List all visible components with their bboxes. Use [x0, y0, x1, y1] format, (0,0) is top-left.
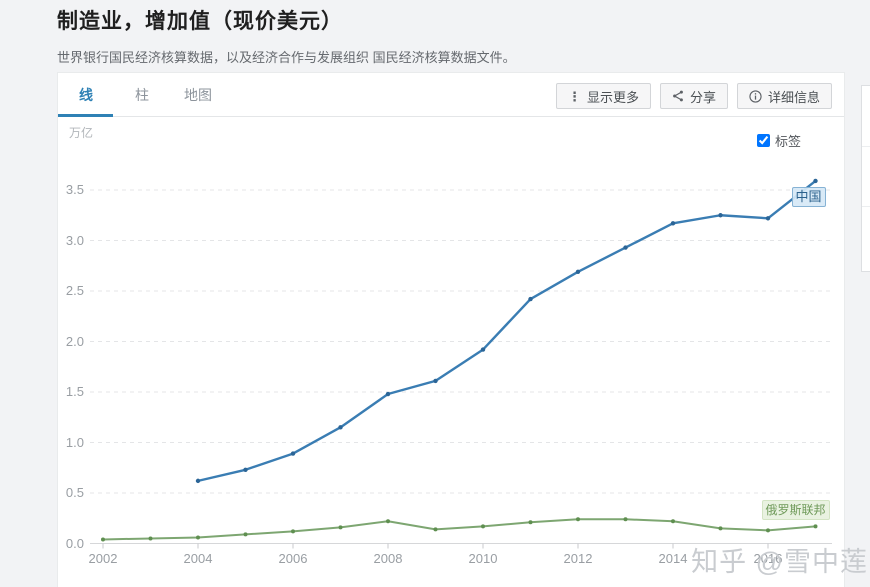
more-vertical-icon: ⋮	[567, 88, 581, 104]
info-icon	[749, 89, 762, 103]
labels-checkbox-label: 标签	[774, 134, 801, 149]
tab-line[interactable]: 线	[79, 87, 93, 103]
series-label-china[interactable]: 中国	[791, 186, 826, 207]
divider	[862, 206, 870, 207]
tab-bar: 线 柱 地图 ⋮ 显示更多 分享	[58, 73, 844, 117]
active-tab-underline	[58, 114, 113, 117]
divider	[862, 146, 870, 147]
details-button[interactable]: 详细信息	[736, 83, 832, 109]
chart-card: 线 柱 地图 ⋮ 显示更多 分享	[57, 72, 845, 587]
watermark: 知乎 @雪中莲	[691, 547, 868, 577]
details-label: 详细信息	[767, 89, 820, 105]
share-button[interactable]: 分享	[659, 83, 728, 109]
page-title: 制造业，增加值（现价美元）	[57, 9, 343, 33]
share-label: 分享	[689, 89, 716, 105]
page-subtitle: 世界银行国民经济核算数据，以及经济合作与发展组织 国民经济核算数据文件。	[57, 50, 516, 65]
unit-label: 万亿	[69, 126, 94, 140]
show-more-button[interactable]: ⋮ 显示更多	[555, 83, 651, 109]
tab-map[interactable]: 地图	[184, 87, 212, 103]
share-icon	[672, 90, 684, 102]
show-more-label: 显示更多	[586, 89, 639, 105]
labels-toggle[interactable]: 标签	[756, 131, 801, 150]
side-panel-fragment	[861, 85, 870, 272]
series-label-russia[interactable]: 俄罗斯联邦	[761, 500, 830, 521]
tab-column[interactable]: 柱	[135, 87, 149, 103]
toolbar: ⋮ 显示更多 分享	[555, 83, 832, 109]
labels-checkbox-input[interactable]	[756, 134, 770, 147]
